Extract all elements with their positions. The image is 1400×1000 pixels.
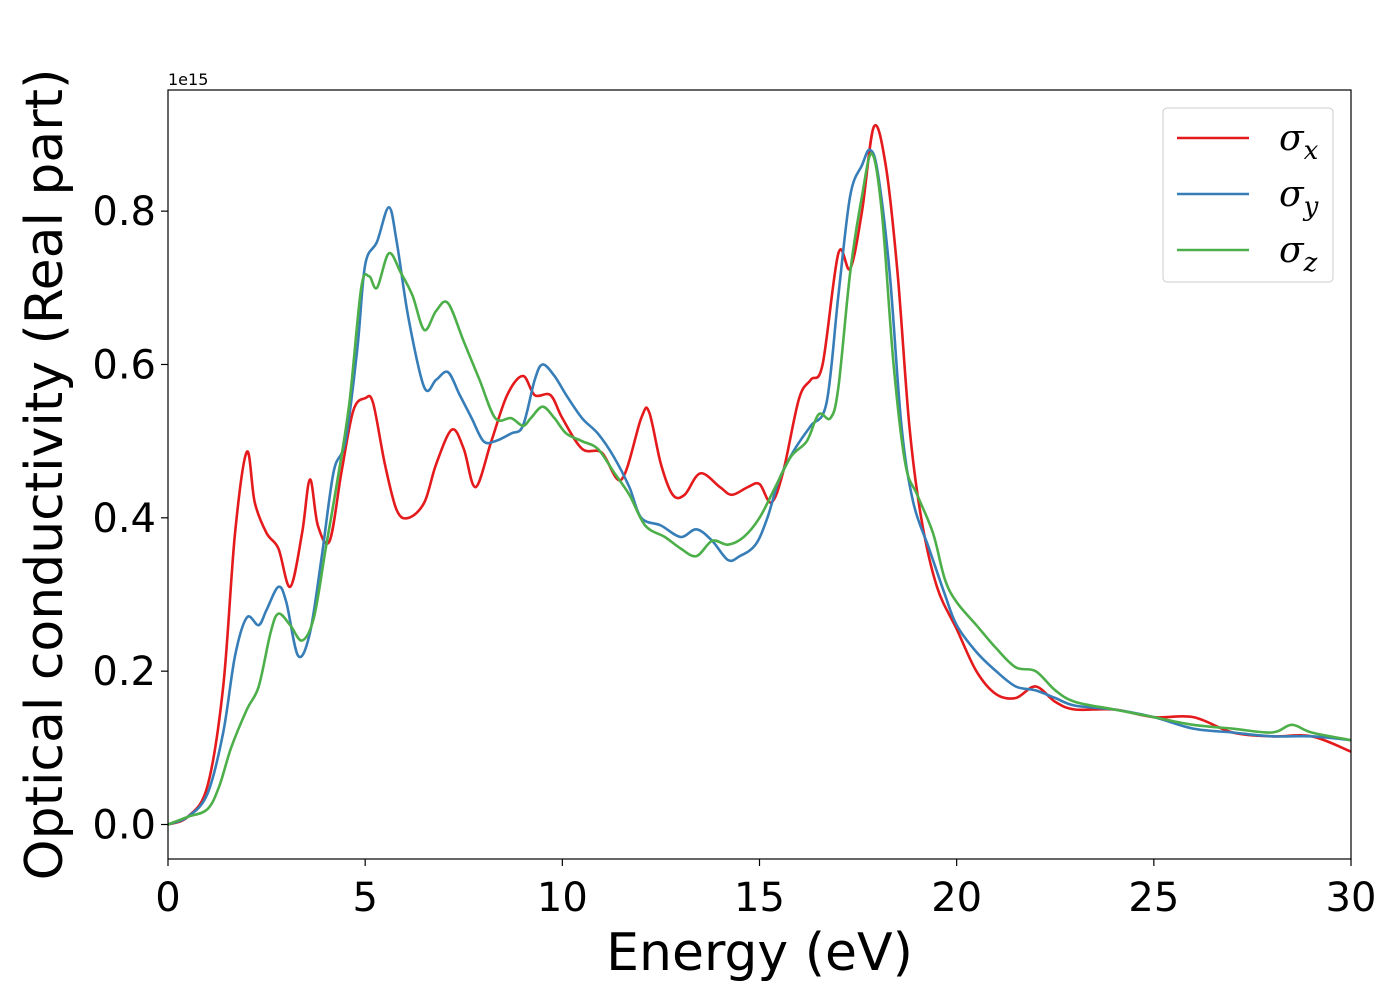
x-tick-label: 20 [931, 875, 982, 921]
x-tick-label: 30 [1326, 875, 1377, 921]
series-line-sigma-y [167, 148, 1352, 826]
plot-lines [167, 123, 1352, 826]
x-tick-label: 15 [734, 875, 785, 921]
y-tick-label: 0.0 [92, 802, 156, 848]
y-tick-label: 0.6 [92, 342, 156, 388]
y-axis-offset-label: 1e15 [168, 70, 208, 89]
x-tick-label: 0 [155, 875, 180, 921]
series-line-sigma-z [167, 152, 1352, 826]
x-tick-label: 5 [352, 875, 377, 921]
x-tick-label: 10 [537, 875, 588, 921]
x-axis-label: Energy (eV) [606, 923, 913, 983]
y-axis-label: Optical conductivity (Real part) [15, 69, 75, 881]
legend-label-sigma-z: σz [1279, 230, 1318, 278]
x-tick-label: 25 [1128, 875, 1179, 921]
y-tick-label: 0.8 [92, 189, 156, 235]
y-axis: 0.0 0.2 0.4 0.6 0.8 [92, 189, 168, 848]
series-line-sigma-x [167, 123, 1352, 826]
legend: σx σy σz [1162, 107, 1334, 283]
legend-label-sigma-y: σy [1279, 174, 1319, 222]
y-tick-label: 0.4 [92, 496, 156, 542]
x-axis: 0 5 10 15 20 25 30 [155, 859, 1376, 921]
y-tick-label: 0.2 [92, 649, 156, 695]
legend-label-sigma-x: σx [1279, 118, 1319, 166]
